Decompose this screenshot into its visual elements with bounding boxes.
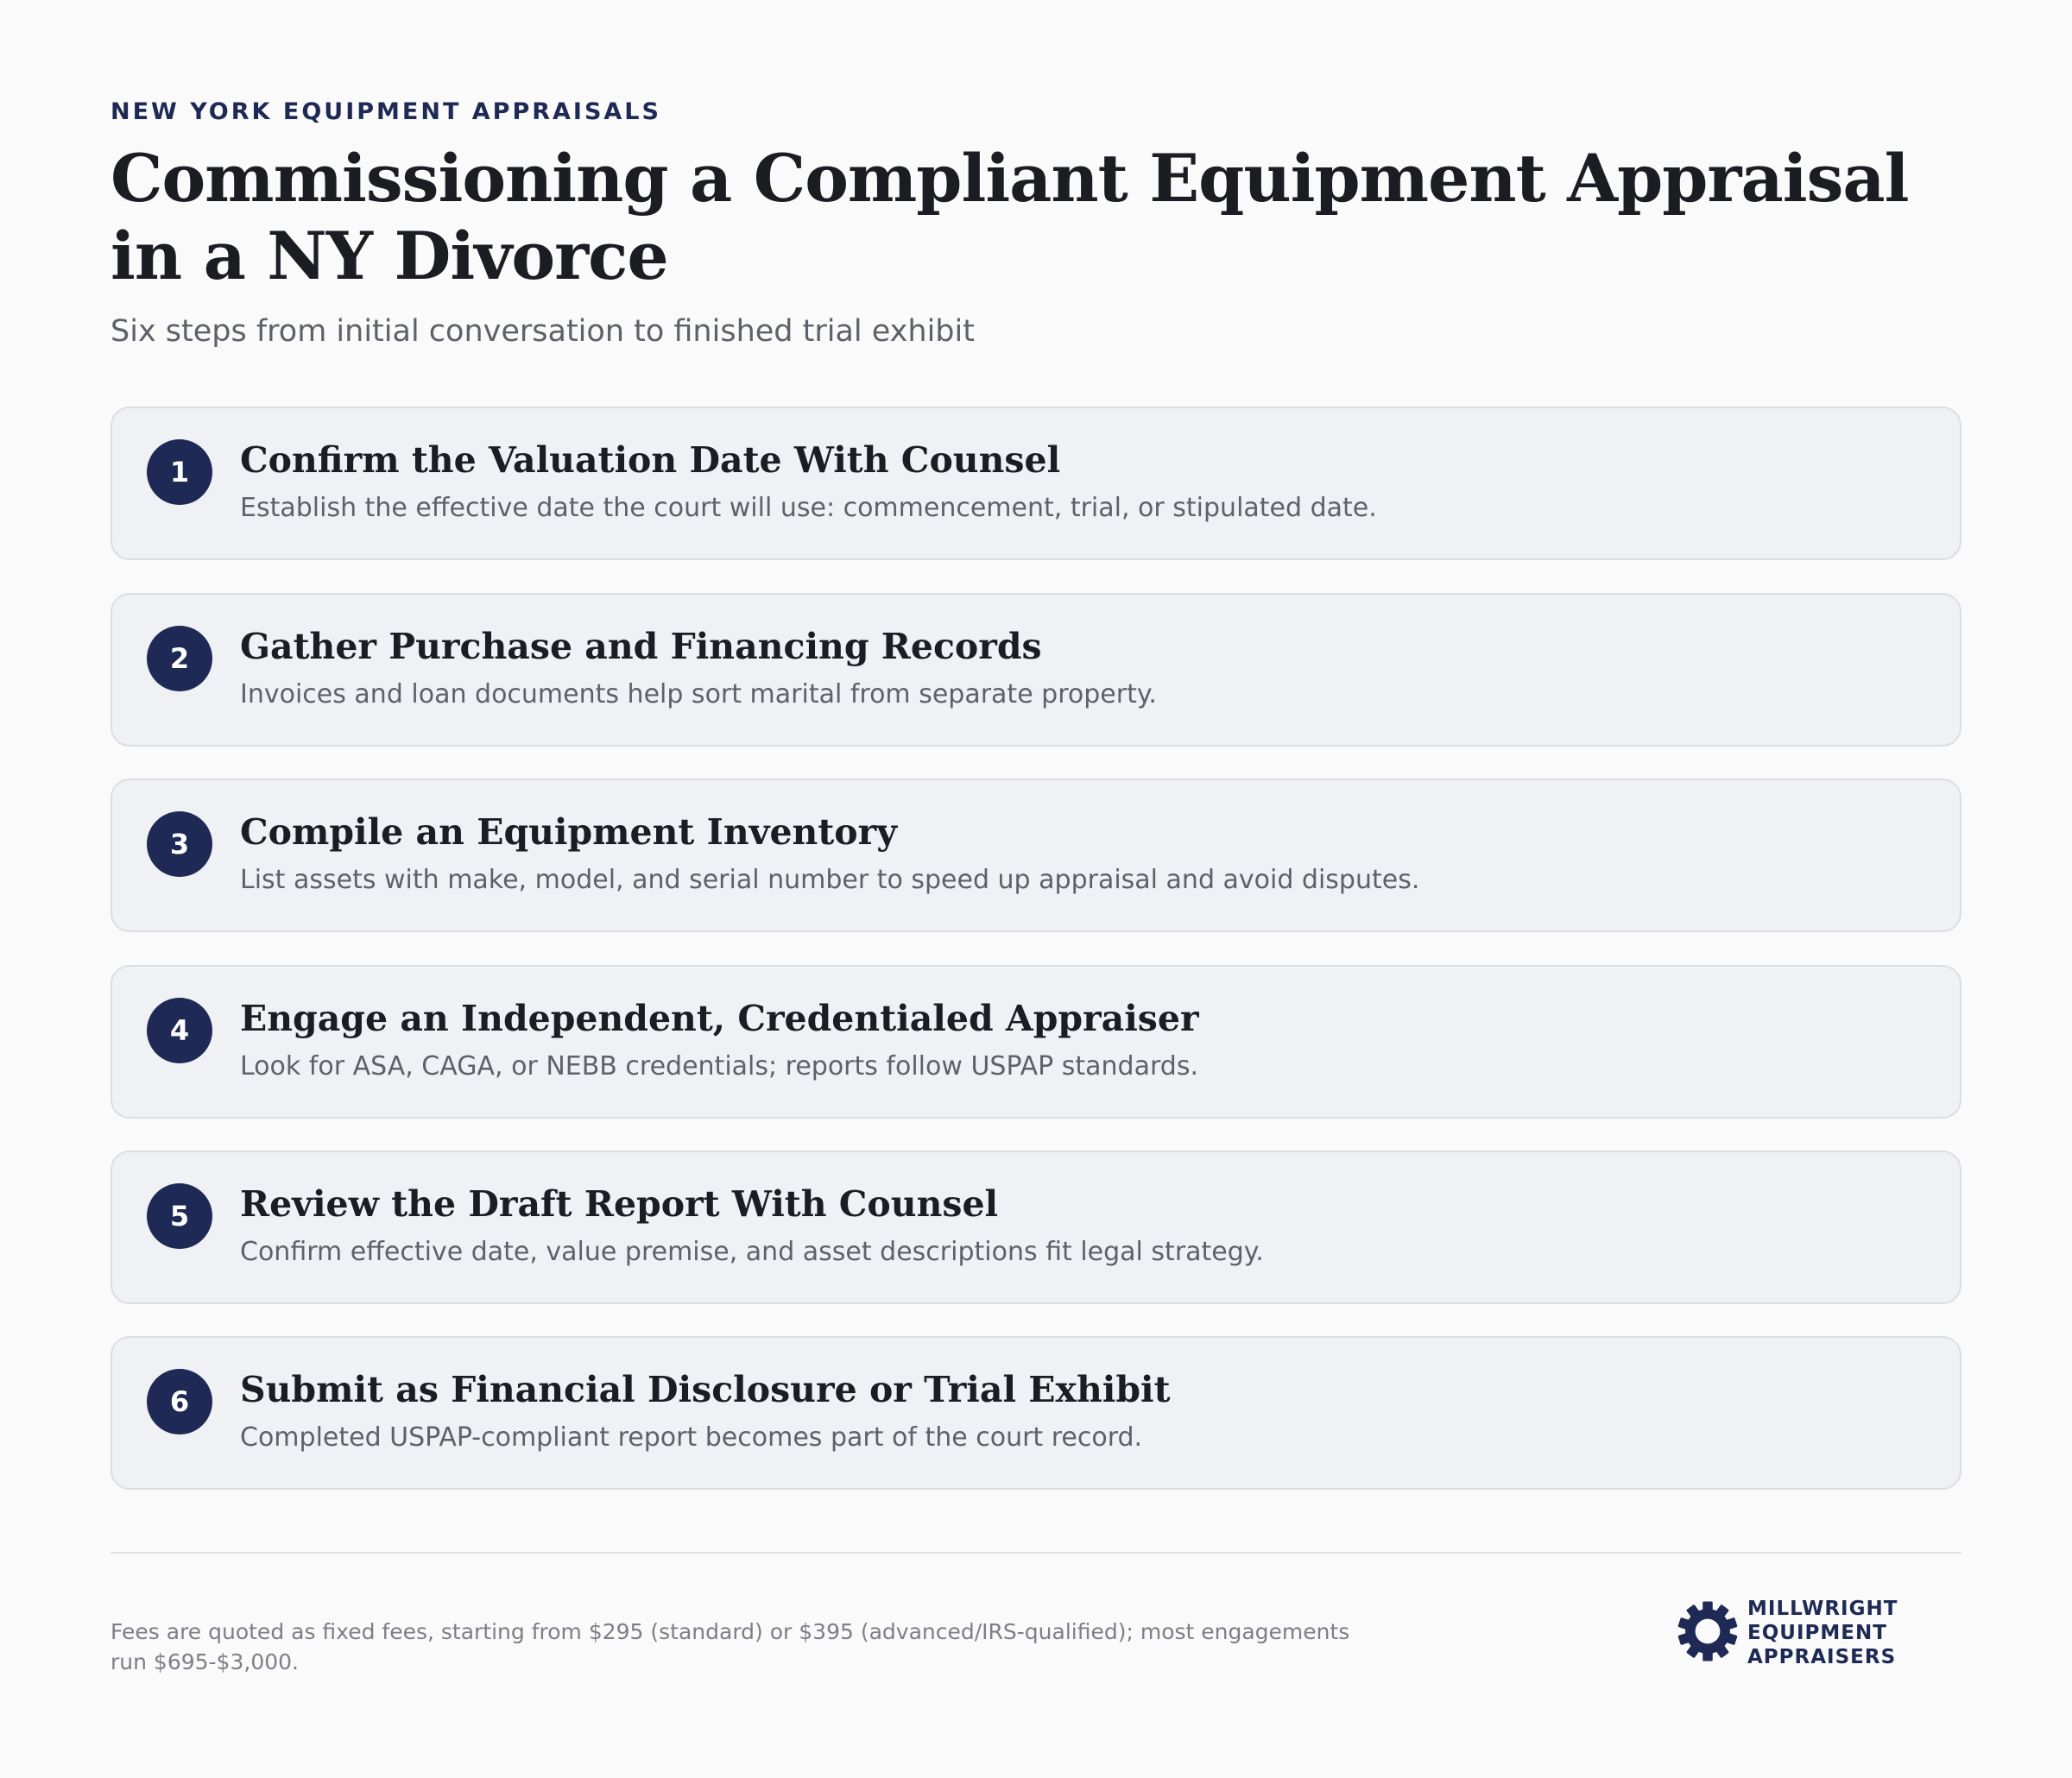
step-card-2: 2 Gather Purchase and Financing Records … [111,593,1961,747]
step-title: Gather Purchase and Financing Records [240,626,1042,667]
page-title: Commissioning a Compliant Equipment Appr… [111,140,1909,294]
step-number-badge: 5 [147,1183,212,1249]
gear-icon [1677,1601,1738,1661]
logo-wordmark: MILLWRIGHT EQUIPMENT APPRAISERS [1747,1597,1898,1669]
step-number-badge: 3 [147,811,212,877]
step-description: List assets with make, model, and serial… [240,865,1420,895]
step-title: Engage an Independent, Credentialed Appr… [240,998,1199,1039]
page-subtitle: Six steps from initial conversation to f… [111,314,975,349]
step-card-1: 1 Confirm the Valuation Date With Counse… [111,407,1961,560]
step-description: Establish the effective date the court w… [240,493,1377,523]
logo-line: EQUIPMENT [1747,1622,1887,1644]
step-title: Review the Draft Report With Counsel [240,1183,999,1225]
step-description: Look for ASA, CAGA, or NEBB credentials;… [240,1051,1198,1081]
step-title: Compile an Equipment Inventory [240,811,898,853]
step-card-4: 4 Engage an Independent, Credentialed Ap… [111,965,1961,1119]
step-description: Completed USPAP-compliant report becomes… [240,1422,1143,1453]
step-number-badge: 2 [147,626,212,691]
step-description: Invoices and loan documents help sort ma… [240,679,1157,709]
step-number-badge: 6 [147,1369,212,1434]
footer-divider [111,1552,1961,1554]
fee-footnote: Fees are quoted as fixed fees, starting … [111,1619,1350,1674]
step-card-5: 5 Review the Draft Report With Counsel C… [111,1151,1961,1304]
step-card-3: 3 Compile an Equipment Inventory List as… [111,779,1961,932]
company-logo: MILLWRIGHT EQUIPMENT APPRAISERS [1677,1597,1961,1669]
step-title: Confirm the Valuation Date With Counsel [240,439,1061,481]
infographic-page: NEW YORK EQUIPMENT APPRAISALS Commission… [111,0,1961,1778]
step-number-badge: 4 [147,998,212,1063]
logo-line: APPRAISERS [1747,1646,1897,1668]
eyebrow-label: NEW YORK EQUIPMENT APPRAISALS [111,98,661,125]
step-title: Submit as Financial Disclosure or Trial … [240,1369,1171,1410]
step-number-badge: 1 [147,439,212,505]
logo-line: MILLWRIGHT [1747,1598,1898,1620]
step-card-6: 6 Submit as Financial Disclosure or Tria… [111,1336,1961,1490]
step-description: Confirm effective date, value premise, a… [240,1237,1264,1267]
